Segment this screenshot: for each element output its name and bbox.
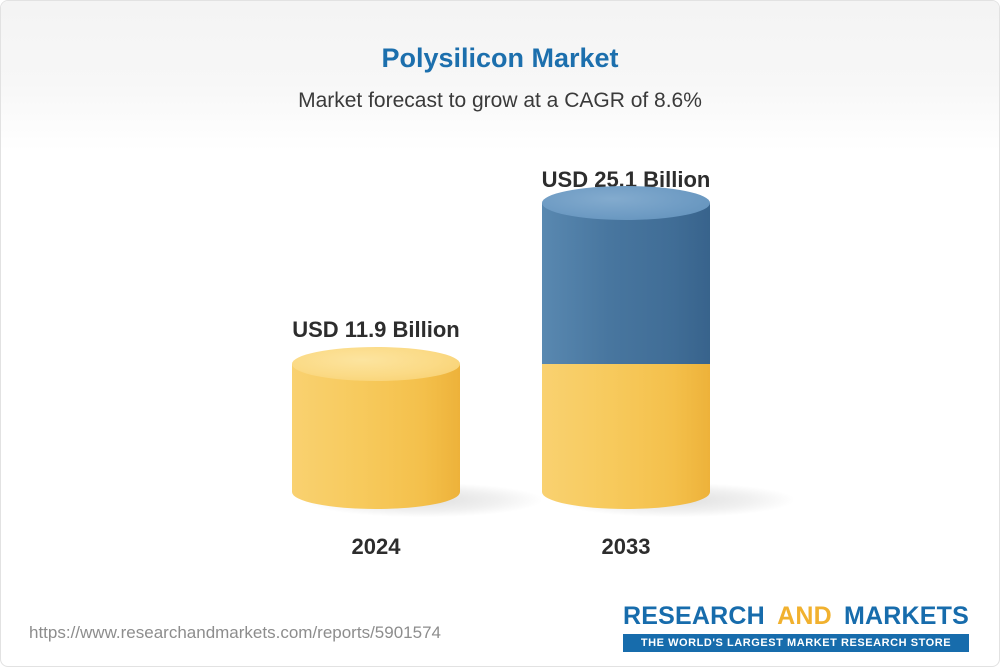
bar-2024-top-cap	[292, 347, 460, 381]
bar-2024-body	[292, 364, 460, 509]
bar-2033	[542, 186, 710, 509]
logo-wordmark: RESEARCH AND MARKETS	[623, 602, 969, 631]
logo-tagline: THE WORLD'S LARGEST MARKET RESEARCH STOR…	[623, 634, 969, 652]
logo-word-research: RESEARCH	[623, 602, 765, 630]
category-label-2033: 2033	[601, 534, 651, 559]
bar-2033-top-cap	[542, 186, 710, 220]
category-label-2024: 2024	[351, 534, 401, 559]
research-and-markets-logo: RESEARCH AND MARKETS THE WORLD'S LARGEST…	[623, 602, 969, 652]
logo-word-and: AND	[777, 602, 832, 630]
header-background-band	[1, 1, 999, 151]
report-url-link[interactable]: https://www.researchandmarkets.com/repor…	[29, 623, 441, 642]
chart-title: Polysilicon Market	[381, 43, 619, 73]
chart-subtitle: Market forecast to grow at a CAGR of 8.6…	[298, 89, 702, 112]
bar-2033-base-segment	[542, 364, 710, 509]
value-label-2024: USD 11.9 Billion	[292, 317, 460, 342]
bar-2033-growth-segment	[542, 203, 710, 364]
logo-word-markets: MARKETS	[843, 602, 969, 630]
bar-2024	[292, 347, 460, 509]
